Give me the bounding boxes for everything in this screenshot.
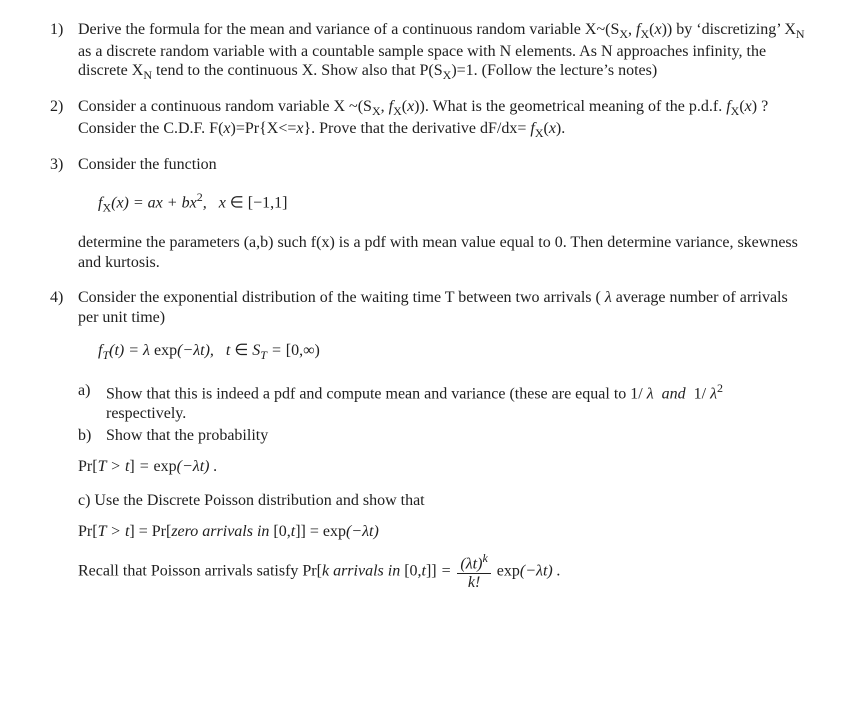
q4-part-b: b) Show that the probability: [78, 426, 806, 446]
question-1: 1) Derive the formula for the mean and v…: [50, 20, 806, 83]
q4-eq2: Pr[T > t] = exp(−λt) .: [78, 457, 806, 477]
q1-body: Derive the formula for the mean and vari…: [78, 20, 806, 83]
q4-fraction: (λt)kk!: [457, 552, 490, 591]
question-2: 2) Consider a continuous random variable…: [50, 97, 806, 141]
q4-part-c: c) Use the Discrete Poisson distribution…: [78, 491, 806, 511]
q4-part-a: a) Show that this is indeed a pdf and co…: [78, 381, 806, 423]
q4-recall-post: exp(−λt) .: [493, 562, 561, 579]
q3-equation: fX(x) = ax + bx2, x ∈ [−1,1]: [98, 190, 806, 215]
question-4: 4) Consider the exponential distribution…: [50, 288, 806, 597]
q4-frac-top: (λt)k: [457, 552, 490, 574]
q4-frac-bot: k!: [457, 574, 490, 591]
q4a-body: Show that this is indeed a pdf and compu…: [106, 381, 806, 423]
q4a-label: a): [78, 381, 106, 423]
q4b-label: b): [78, 426, 106, 446]
q3-number: 3): [50, 155, 78, 279]
q4-intro: Consider the exponential distribution of…: [78, 288, 806, 327]
q4-eq3: Pr[T > t] = Pr[zero arrivals in [0,t]] =…: [78, 522, 806, 542]
q4-number: 4): [50, 288, 78, 597]
question-3: 3) Consider the function fX(x) = ax + bx…: [50, 155, 806, 279]
q1-number: 1): [50, 20, 78, 83]
q3-after: determine the parameters (a,b) such f(x)…: [78, 233, 806, 272]
q4b-body: Show that the probability: [106, 426, 806, 446]
q4-recall-pre: Recall that Poisson arrivals satisfy Pr[…: [78, 562, 455, 579]
q4-eq1: fT(t) = λ exp(−λt), t ∈ ST = [0,∞): [98, 341, 806, 363]
q2-number: 2): [50, 97, 78, 141]
q3-intro: Consider the function: [78, 155, 806, 175]
q2-body: Consider a continuous random variable X …: [78, 97, 806, 141]
q4-recall: Recall that Poisson arrivals satisfy Pr[…: [78, 552, 806, 591]
